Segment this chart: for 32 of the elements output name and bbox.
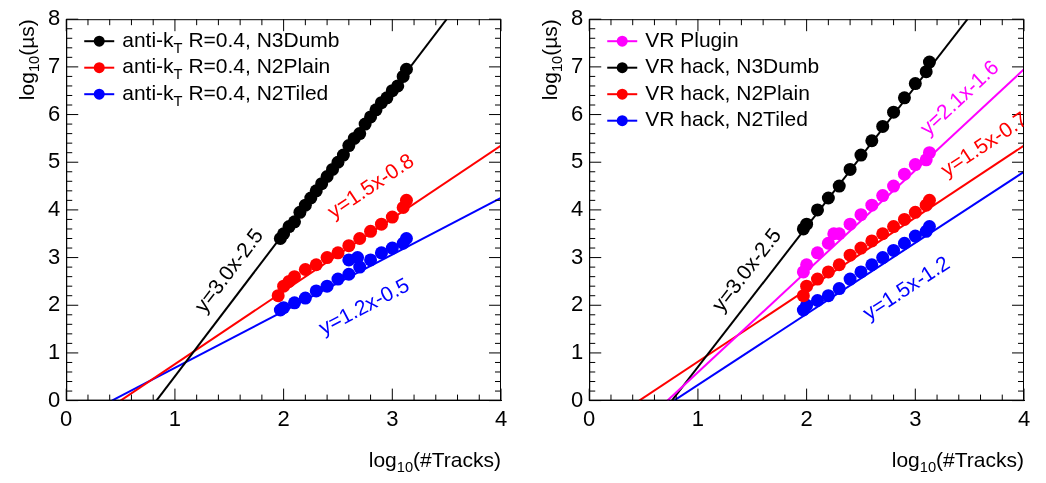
y-tick-label: 4 xyxy=(570,195,584,221)
y-tick-label: 1 xyxy=(570,338,584,364)
y-tick-label: 0 xyxy=(570,386,584,412)
x-tick-label: 4 xyxy=(494,405,508,431)
y-tick-label: 3 xyxy=(47,243,61,269)
legend-label: VR Plugin xyxy=(645,28,739,51)
x-tick-label: 1 xyxy=(168,405,182,431)
x-tick-label: 4 xyxy=(1017,405,1031,431)
y-tick-label: 0 xyxy=(47,386,61,412)
y-tick-label: 7 xyxy=(47,52,61,78)
y-tick-label: 2 xyxy=(570,291,584,317)
y-tick-label: 3 xyxy=(570,243,584,269)
y-tick-label: 8 xyxy=(570,5,584,31)
legend-label: VR hack, N3Dumb xyxy=(645,54,820,78)
y-tick-label: 5 xyxy=(570,148,584,174)
x-tick-label: 3 xyxy=(909,405,922,431)
y-tick-label: 1 xyxy=(47,338,61,364)
y-tick-label: 8 xyxy=(47,5,61,31)
x-tick-label: 1 xyxy=(691,405,705,431)
y-tick-label: 7 xyxy=(570,52,584,78)
y-axis-title: log10(µs) xyxy=(14,19,43,101)
y-axis-title: log10(µs) xyxy=(537,19,566,101)
y-tick-label: 5 xyxy=(47,148,61,174)
x-tick-label: 2 xyxy=(800,405,813,431)
y-tick-label: 6 xyxy=(47,100,61,126)
x-tick-label: 3 xyxy=(386,405,399,431)
legend-label: VR hack, N2Plain xyxy=(645,81,810,104)
y-tick-label: 4 xyxy=(47,195,61,221)
y-tick-label: 6 xyxy=(570,100,584,126)
y-tick-label: 2 xyxy=(47,291,61,317)
legend-label: VR hack, N2Tiled xyxy=(645,107,808,131)
x-tick-label: 2 xyxy=(277,405,290,431)
